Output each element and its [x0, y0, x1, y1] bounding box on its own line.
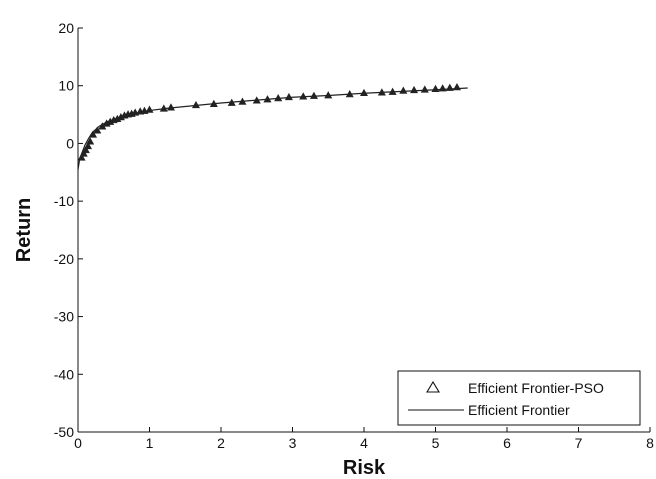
legend-box	[397, 370, 641, 426]
y-axis-title: Return	[13, 198, 35, 262]
pso-marker	[410, 85, 419, 94]
pso-marker	[93, 126, 102, 134]
pso-marker	[345, 89, 354, 98]
y-tick-label: 0	[66, 135, 74, 151]
y-tick-label: -40	[54, 366, 74, 382]
axes-group: 0 1 2 3 4 5 6 7 8 -50 -40 -30 -20 -10 0 10 20	[54, 20, 654, 451]
pso-marker	[191, 100, 200, 109]
pso-marker	[299, 92, 308, 100]
pso-marker	[309, 91, 318, 99]
x-tick-label: 4	[360, 435, 368, 451]
pso-marker	[145, 105, 154, 113]
pso-marker	[445, 83, 454, 91]
legend-label-pso: Efficient Frontier-PSO	[468, 380, 604, 396]
pso-marker	[166, 103, 175, 111]
pso-marker	[81, 145, 90, 154]
pso-marker	[324, 91, 333, 99]
y-tick-label: -20	[54, 251, 74, 267]
y-tick-label: 10	[58, 78, 74, 94]
y-tick-label: -50	[54, 424, 74, 440]
pso-marker	[399, 86, 408, 94]
legend-label-frontier: Efficient Frontier	[468, 402, 570, 418]
pso-marker	[238, 97, 247, 105]
legend: Efficient Frontier-PSO Efficient Frontier	[397, 370, 641, 426]
x-axis-title: Risk	[343, 457, 386, 479]
x-tick-label: 2	[217, 435, 225, 451]
pso-marker	[79, 149, 88, 157]
y-tick-label: -30	[54, 309, 74, 325]
pso-marker	[431, 84, 440, 92]
x-tick-label: 8	[646, 435, 654, 451]
pso-marker	[227, 98, 236, 106]
pso-marker	[252, 96, 261, 104]
pso-marker	[274, 94, 283, 102]
x-tick-label: 1	[146, 435, 154, 451]
y-tick-label: -10	[54, 193, 74, 209]
series-group	[77, 83, 468, 170]
pso-marker	[284, 92, 293, 101]
x-tick-label: 5	[432, 435, 440, 451]
pso-marker	[359, 88, 369, 97]
pso-marker	[377, 88, 386, 96]
pso-marker	[159, 104, 168, 112]
pso-marker	[438, 84, 447, 92]
pso-marker	[388, 87, 397, 95]
pso-marker	[452, 83, 461, 91]
pso-marker	[209, 99, 218, 108]
pso-marker	[420, 85, 429, 93]
x-tick-label: 0	[74, 435, 82, 451]
x-tick-label: 3	[289, 435, 297, 451]
pso-marker	[84, 141, 93, 150]
pso-marker	[263, 95, 272, 103]
x-tick-label: 6	[503, 435, 511, 451]
legend-triangle-icon	[426, 380, 440, 393]
pso-marker	[89, 130, 98, 138]
y-tick-label: 20	[58, 20, 74, 36]
pso-marker	[77, 153, 86, 161]
pso-marker	[86, 137, 95, 145]
x-tick-label: 7	[575, 435, 583, 451]
